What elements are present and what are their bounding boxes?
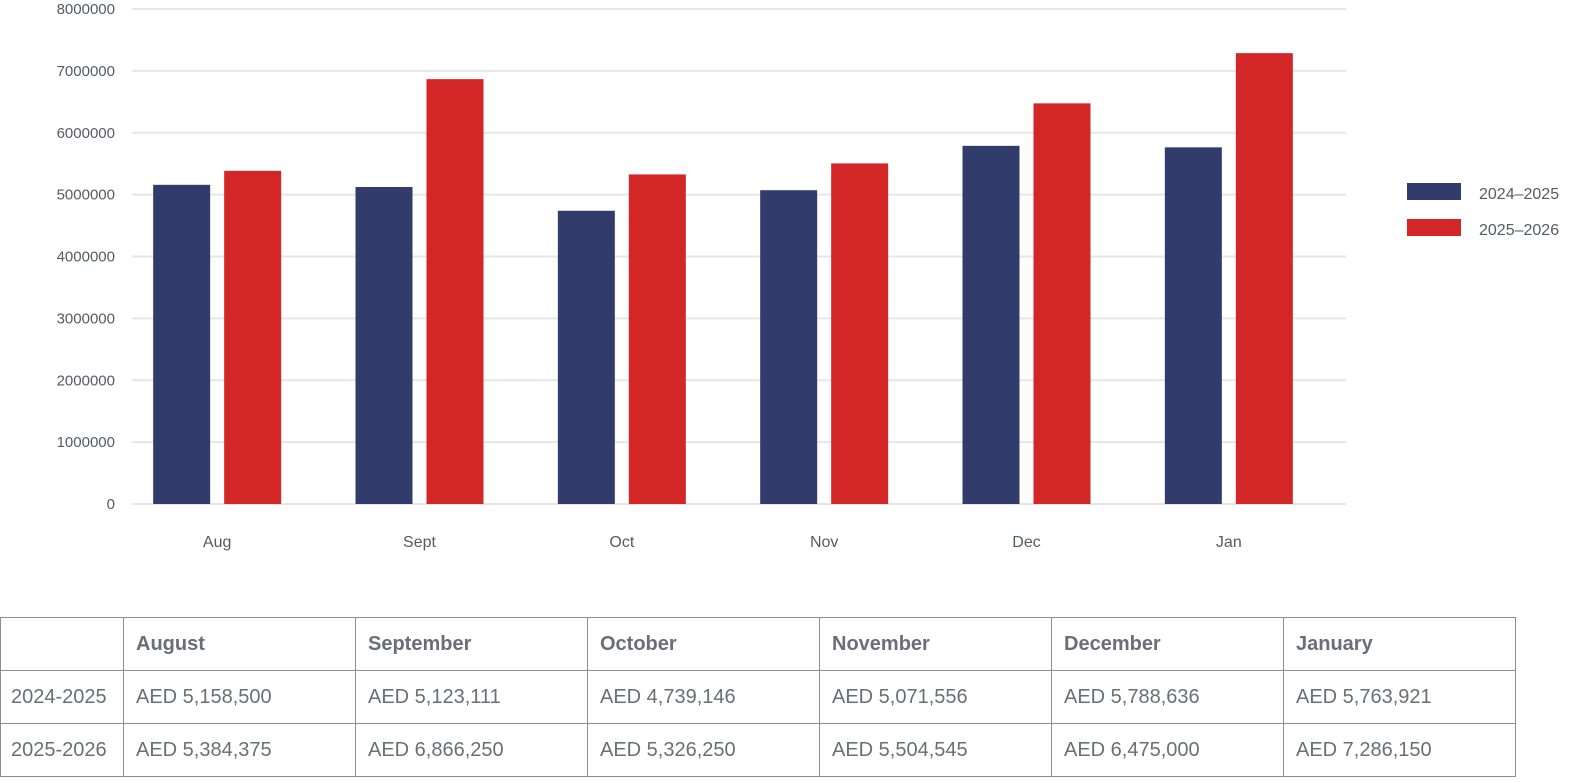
y-axis: 0 1000000 2000000 3000000 4000000 5000000 6000… — [57, 1, 115, 513]
legend-swatch — [1407, 219, 1461, 236]
table-cell: AED 5,788,636 — [1051, 670, 1284, 724]
bar-chart: 0 1000000 2000000 3000000 4000000 5000000 6000… — [57, 1, 1560, 551]
table-header-cell: November — [819, 617, 1052, 671]
bar-series-1-jan — [1164, 147, 1222, 504]
table-row-label: 2024-2025 — [0, 670, 124, 724]
bar-series-2-dec — [1033, 103, 1091, 504]
x-tick-label: Nov — [810, 534, 838, 551]
x-tick-label: Sept — [403, 534, 436, 551]
x-tick-label: Dec — [1012, 534, 1040, 551]
y-tick-label: 0 — [107, 496, 115, 513]
y-tick-label: 7000000 — [57, 63, 115, 80]
x-axis: Aug Sept Oct Nov Dec Jan — [203, 534, 1242, 551]
legend-label: 2024–2025 — [1479, 186, 1559, 203]
table-cell: AED 5,158,500 — [123, 670, 356, 724]
bar-series-1-sept — [355, 187, 413, 504]
bar-series-2-nov — [831, 163, 889, 504]
bars — [153, 53, 1293, 505]
table-cell: AED 6,475,000 — [1051, 723, 1284, 777]
table-header-row: August September October November Decemb… — [0, 617, 1516, 671]
y-tick-label: 2000000 — [57, 372, 115, 389]
data-table: August September October November Decemb… — [0, 617, 1516, 777]
legend-swatch — [1407, 183, 1461, 200]
x-tick-label: Jan — [1216, 534, 1242, 551]
table-row-label: 2025-2026 — [0, 723, 124, 777]
table-cell: AED 5,326,250 — [587, 723, 820, 777]
table-header-cell: January — [1283, 617, 1516, 671]
table-cell: AED 7,286,150 — [1283, 723, 1516, 777]
table-cell: AED 5,071,556 — [819, 670, 1052, 724]
bar-series-2-oct — [628, 174, 686, 504]
table-corner-cell — [0, 617, 124, 671]
bar-series-2-jan — [1235, 53, 1293, 505]
bar-series-1-aug — [153, 184, 211, 504]
bar-series-2-sept — [426, 79, 484, 504]
gridlines — [132, 8, 1346, 505]
table-cell: AED 4,739,146 — [587, 670, 820, 724]
table-header-cell: December — [1051, 617, 1284, 671]
bar-series-2-aug — [224, 170, 282, 504]
legend-label: 2025–2026 — [1479, 222, 1559, 239]
bar-series-1-oct — [557, 210, 615, 505]
table-header-cell: October — [587, 617, 820, 671]
table-cell: AED 5,123,111 — [355, 670, 588, 724]
bar-series-1-dec — [962, 145, 1020, 505]
y-tick-label: 1000000 — [57, 434, 115, 451]
bar-series-1-nov — [760, 190, 818, 504]
table-header-cell: August — [123, 617, 356, 671]
x-tick-label: Aug — [203, 534, 231, 551]
legend: 2024–2025 2025–2026 — [1407, 183, 1559, 239]
table-cell: AED 5,504,545 — [819, 723, 1052, 777]
table-row: 2025-2026 AED 5,384,375 AED 6,866,250 AE… — [0, 723, 1516, 777]
y-tick-label: 6000000 — [57, 125, 115, 142]
table-cell: AED 5,384,375 — [123, 723, 356, 777]
table-cell: AED 6,866,250 — [355, 723, 588, 777]
table-row: 2024-2025 AED 5,158,500 AED 5,123,111 AE… — [0, 670, 1516, 724]
table-header-cell: September — [355, 617, 588, 671]
x-tick-label: Oct — [609, 534, 634, 551]
table-cell: AED 5,763,921 — [1283, 670, 1516, 724]
y-tick-label: 8000000 — [57, 1, 115, 18]
y-tick-label: 5000000 — [57, 187, 115, 204]
y-tick-label: 3000000 — [57, 310, 115, 327]
y-tick-label: 4000000 — [57, 249, 115, 266]
